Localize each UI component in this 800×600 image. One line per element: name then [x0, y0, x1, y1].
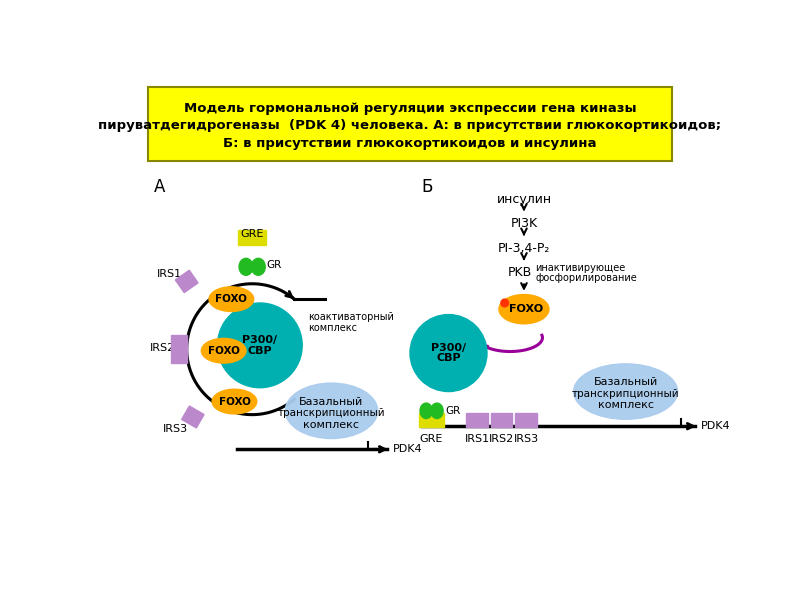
Ellipse shape: [574, 364, 678, 419]
Text: IRS2: IRS2: [150, 343, 174, 353]
Text: IRS3: IRS3: [514, 434, 539, 444]
Bar: [238, 230, 266, 245]
Text: IRS1: IRS1: [157, 269, 182, 279]
Bar: [148, 88, 672, 161]
Text: FOXO: FOXO: [218, 397, 250, 407]
Circle shape: [501, 299, 509, 307]
Text: пируватдегидрогеназы  (PDK 4) человека. А: в присутствии глюкокортикоидов;: пируватдегидрогеназы (PDK 4) человека. А…: [98, 119, 722, 133]
Text: PDK4: PDK4: [393, 444, 422, 454]
Text: Б: Б: [422, 178, 433, 196]
Bar: [182, 406, 204, 428]
Bar: [466, 413, 488, 427]
Text: GR: GR: [266, 259, 282, 269]
Text: PI3K: PI3K: [510, 217, 538, 230]
Text: Модель гормональной регуляции экспрессии гена киназы: Модель гормональной регуляции экспрессии…: [184, 103, 636, 115]
Text: GRE: GRE: [420, 434, 443, 444]
Text: PDK4: PDK4: [701, 421, 730, 431]
Bar: [515, 413, 537, 427]
Text: P300/: P300/: [242, 335, 278, 345]
Bar: [171, 335, 186, 363]
Text: транскрипционный: транскрипционный: [278, 408, 386, 418]
Ellipse shape: [202, 338, 246, 363]
Ellipse shape: [430, 403, 443, 419]
Text: IRS3: IRS3: [162, 424, 188, 434]
Ellipse shape: [209, 287, 254, 311]
Bar: [491, 413, 513, 427]
Text: коактиваторный: коактиваторный: [308, 312, 394, 322]
Text: FOXO: FOXO: [215, 294, 247, 304]
Ellipse shape: [239, 259, 253, 275]
Text: GRE: GRE: [241, 229, 264, 239]
Text: CBP: CBP: [436, 353, 461, 364]
Ellipse shape: [212, 389, 257, 414]
Text: IRS1: IRS1: [465, 434, 490, 444]
Text: комплекс: комплекс: [598, 400, 654, 410]
Ellipse shape: [286, 383, 378, 439]
Text: А: А: [154, 178, 166, 196]
Text: P300/: P300/: [431, 343, 466, 353]
Text: комплекс: комплекс: [303, 419, 359, 430]
Text: инактивирующее: инактивирующее: [535, 263, 626, 274]
Text: Б: в присутствии глюкокортикоидов и инсулина: Б: в присутствии глюкокортикоидов и инсу…: [223, 137, 597, 150]
Text: Базальный: Базальный: [299, 397, 363, 407]
Circle shape: [218, 303, 302, 388]
Circle shape: [410, 314, 487, 392]
Text: GR: GR: [446, 406, 461, 416]
Text: инсулин: инсулин: [496, 193, 551, 206]
Text: фосфорилирование: фосфорилирование: [535, 274, 638, 283]
Ellipse shape: [499, 295, 549, 324]
Text: транскрипционный: транскрипционный: [572, 389, 679, 399]
Text: CBP: CBP: [247, 346, 272, 356]
Text: Базальный: Базальный: [594, 377, 658, 388]
Ellipse shape: [420, 403, 432, 419]
Text: комплекс: комплекс: [308, 323, 358, 334]
Bar: [419, 413, 444, 427]
Text: FOXO: FOXO: [208, 346, 239, 356]
Text: PI-3,4-P₂: PI-3,4-P₂: [498, 242, 550, 255]
Text: IRS2: IRS2: [489, 434, 514, 444]
Bar: [175, 270, 198, 293]
Text: FOXO: FOXO: [510, 304, 543, 314]
Text: PKB: PKB: [508, 266, 532, 278]
Ellipse shape: [251, 259, 266, 275]
